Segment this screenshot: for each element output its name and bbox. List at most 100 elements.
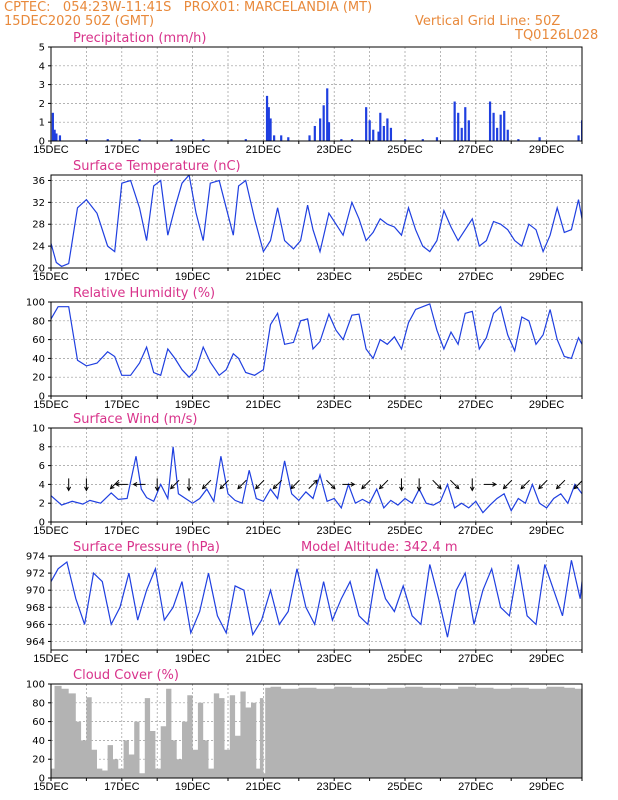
wind-arrow — [66, 478, 72, 492]
wind-arrow — [502, 479, 513, 490]
wind-line — [51, 446, 582, 514]
x-tick-label: 25DEC — [387, 653, 423, 665]
precip-bar — [340, 139, 343, 141]
temp-title: Surface Temperature (nC) — [73, 159, 241, 174]
precip-bar — [326, 88, 329, 141]
wind-arrow — [84, 478, 89, 492]
x-tick-label: 27DEC — [458, 271, 494, 283]
x-tick-label: 17DEC — [104, 525, 140, 537]
wind-arrow — [308, 479, 318, 489]
wind-arrow — [186, 478, 192, 492]
y-tick-label: 6 — [39, 461, 45, 472]
y-tick-label: 20 — [32, 755, 45, 766]
x-tick-label: 29DEC — [529, 399, 565, 411]
wind-arrow — [432, 479, 442, 490]
wind-arrow — [272, 479, 283, 490]
precip-bar — [55, 133, 58, 141]
precip-bar — [421, 139, 424, 141]
wind-arrow — [573, 480, 582, 490]
precip-bar — [265, 95, 269, 141]
x-tick-label: 29DEC — [529, 653, 565, 665]
wind-arrow — [555, 479, 566, 490]
wind-data — [51, 446, 582, 514]
precip-bar — [308, 135, 311, 141]
header-line2-left: 15DEC2020 50Z (GMT) — [4, 14, 155, 29]
y-tick-label: 964 — [26, 637, 45, 648]
temp-frame — [50, 174, 583, 269]
x-tick-label: 25DEC — [387, 144, 423, 156]
precip-bar — [138, 139, 141, 141]
x-tick-label: 23DEC — [316, 525, 352, 537]
precip-bar — [53, 129, 56, 141]
x-tick-label: 19DEC — [175, 525, 211, 537]
precip-bar — [404, 139, 407, 141]
y-tick-label: 32 — [32, 198, 45, 209]
precip-bar — [496, 127, 499, 141]
precip-title: Precipitation (mm/h) — [73, 31, 206, 46]
y-tick-label: 40 — [32, 736, 45, 747]
precip-bar — [85, 139, 88, 141]
pres-frame — [50, 555, 583, 651]
x-tick-label: 17DEC — [104, 144, 140, 156]
rh-frame — [50, 301, 583, 397]
x-tick-label: 27DEC — [458, 781, 494, 793]
precip-bar — [202, 139, 205, 141]
precip-frame — [50, 46, 583, 142]
y-tick-label: 20 — [32, 264, 45, 275]
header-line2-right: Vertical Grid Line: 50Z — [415, 14, 561, 29]
precip-bar — [368, 120, 371, 141]
wind-arrow — [416, 478, 422, 492]
temp-data — [51, 175, 582, 268]
header-line1: CPTEC: 054:23W-11:41S PROX01: MARCELANDI… — [4, 0, 373, 15]
header-line3-right: TQ0126L028 — [515, 28, 599, 43]
precip-bar — [322, 105, 325, 141]
x-tick-label: 15DEC — [33, 781, 69, 793]
x-tick-label: 29DEC — [529, 525, 565, 537]
x-tick-label: 25DEC — [387, 525, 423, 537]
precip-bar — [350, 139, 354, 141]
wind-arrow — [132, 482, 146, 487]
x-tick-label: 17DEC — [104, 271, 140, 283]
y-tick-label: 966 — [26, 620, 45, 631]
precip-bar — [453, 101, 456, 141]
x-tick-label: 15DEC — [33, 144, 69, 156]
wind-arrow — [378, 479, 389, 490]
precip-bar — [389, 127, 393, 141]
rh-line — [51, 303, 582, 379]
pres-line — [51, 560, 582, 638]
wind-title: Surface Wind (m/s) — [73, 412, 197, 427]
x-tick-label: 27DEC — [458, 144, 494, 156]
cloud-area — [51, 685, 582, 778]
rh-panel: 0 20 40 60 80 100 15DEC 17DEC 19DEC 21DEC 23DEC 25D… — [26, 286, 583, 411]
wind-arrow — [483, 482, 498, 487]
y-tick-label: 974 — [26, 552, 45, 563]
precip-bar — [503, 110, 506, 141]
precip-bar — [273, 135, 276, 141]
x-tick-label: 21DEC — [246, 525, 282, 537]
precip-bar — [327, 122, 331, 141]
wind-arrow — [361, 479, 371, 490]
y-tick-label: 972 — [26, 569, 45, 580]
precip-bar — [577, 135, 580, 141]
y-tick-label: 100 — [26, 680, 45, 691]
y-tick-label: 0 — [39, 774, 45, 785]
x-tick-label: 25DEC — [387, 399, 423, 411]
x-tick-label: 21DEC — [246, 399, 282, 411]
cloud-data — [51, 685, 582, 778]
wind-arrow — [114, 482, 128, 487]
precip-bar — [319, 118, 322, 141]
wind-arrow — [326, 479, 336, 490]
y-tick-label: 28 — [32, 220, 45, 231]
pres-title: Surface Pressure (hPa) — [73, 540, 220, 555]
x-tick-label: 23DEC — [316, 781, 352, 793]
model-altitude-label: Model Altitude: 342.4 m — [301, 540, 458, 555]
x-tick-label: 15DEC — [33, 525, 69, 537]
precip-bar — [51, 112, 54, 141]
x-tick-label: 27DEC — [458, 399, 494, 411]
pres-panel: 964 966 968 970 972 974 15DEC 17DEC 19DEC 21DEC 23… — [26, 540, 583, 665]
precip-bar — [280, 135, 283, 141]
y-tick-label: 4 — [39, 61, 45, 72]
y-tick-label: 0 — [39, 392, 45, 403]
precip-bar — [460, 127, 463, 141]
precip-bar — [106, 139, 109, 141]
